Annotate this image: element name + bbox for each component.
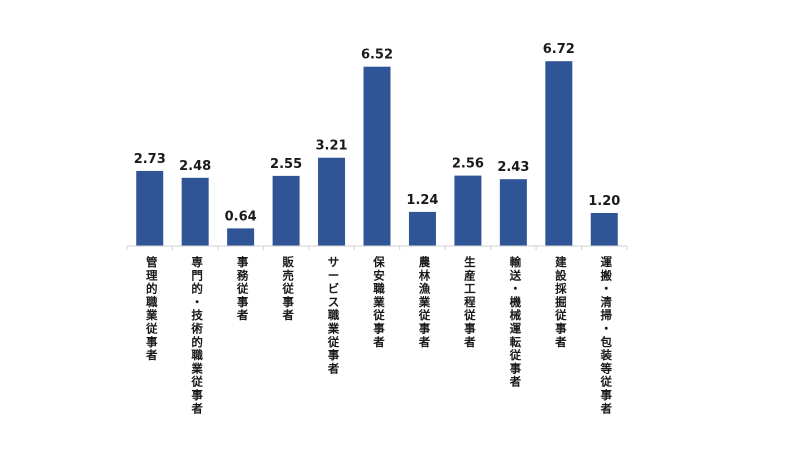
bar-3 [227, 228, 255, 246]
bar-1 [136, 170, 164, 247]
value-label-1: 2.73 [134, 152, 166, 167]
category-label-1: 管理的職業従事者 [145, 255, 158, 362]
value-label-2: 2.48 [179, 159, 211, 174]
value-label-10: 6.72 [543, 42, 575, 57]
bar-6 [363, 66, 391, 246]
bar-9 [499, 179, 527, 247]
bar-4 [272, 175, 300, 247]
category-label-6: 保安職業従事者 [372, 255, 385, 349]
value-label-4: 2.55 [270, 157, 302, 172]
category-label-7: 農林漁業従事者 [418, 255, 431, 349]
value-label-9: 2.43 [497, 160, 529, 175]
category-label-9: 輸送・機械運転従事者 [509, 255, 522, 389]
category-label-5: サービス職業従事者 [327, 255, 340, 375]
bar-5 [318, 157, 346, 246]
value-label-8: 2.56 [452, 157, 484, 172]
value-label-11: 1.20 [588, 194, 620, 209]
category-labels-layer: 管理的職業従事者 専門的・技術的職業従事者 事務従事者 販売従事者 サービス職業従事者 保… [145, 255, 613, 415]
category-label-8: 生産工程従事者 [463, 255, 476, 349]
value-label-6: 6.52 [361, 48, 393, 63]
bars-layer [136, 61, 618, 247]
value-label-3: 0.64 [225, 209, 257, 224]
bar-10 [545, 61, 573, 247]
x-axis [126, 245, 628, 250]
category-label-11: 運搬・清掃・包装等従事者 [600, 255, 613, 415]
category-label-3: 事務従事者 [236, 255, 249, 322]
value-label-5: 3.21 [316, 139, 348, 154]
bar-2 [181, 177, 209, 246]
value-labels-layer: 2.73 2.48 0.64 2.55 3.21 6.52 1.24 2.56 2.43 6.72… [134, 42, 621, 224]
value-label-7: 1.24 [406, 193, 438, 208]
bar-8 [454, 175, 482, 246]
bar-11 [590, 213, 618, 246]
bar-7 [408, 211, 436, 246]
category-label-2: 専門的・技術的職業従事者 [190, 255, 203, 415]
category-label-10: 建設採掘従事者 [554, 255, 567, 349]
category-label-4: 販売従事者 [281, 255, 294, 322]
